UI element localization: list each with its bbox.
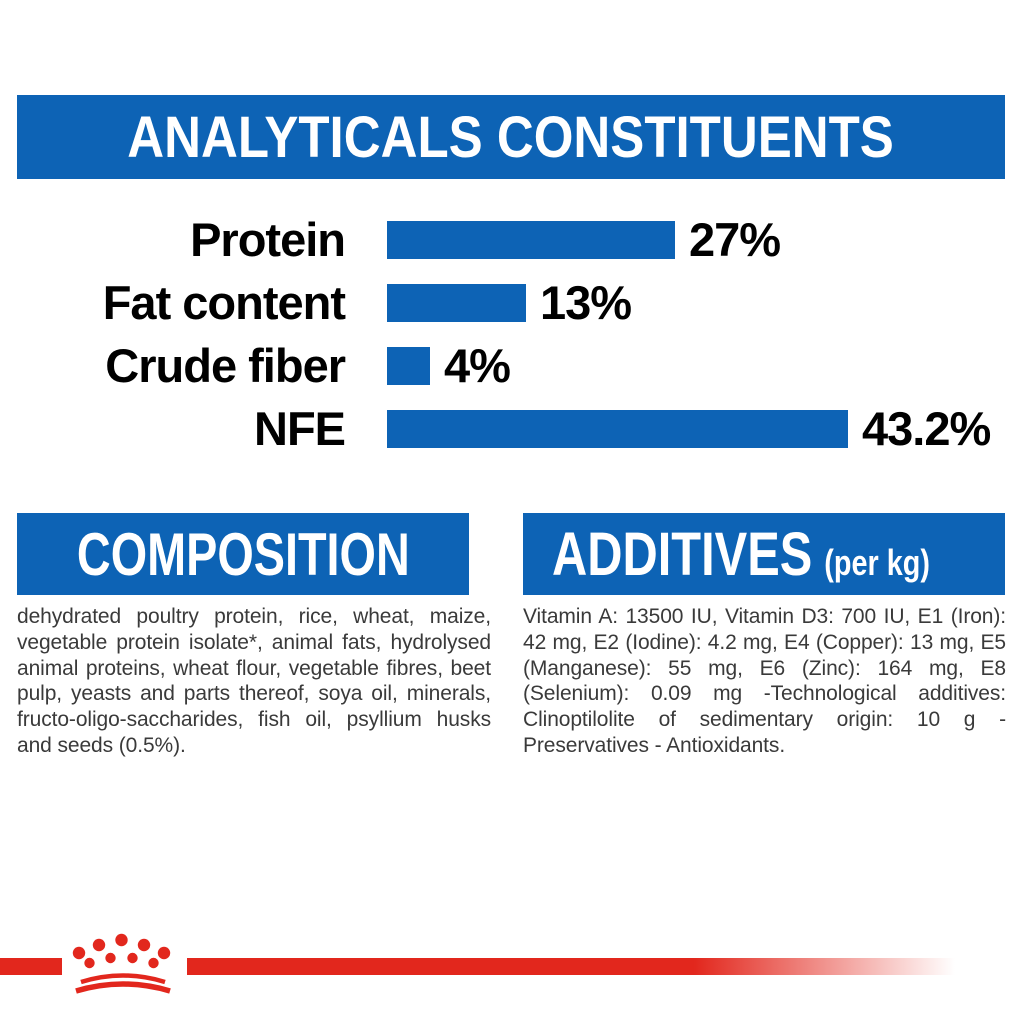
chart-value-label: 4%: [444, 339, 511, 392]
chart-bar: [387, 283, 526, 322]
chart-bar: [387, 220, 675, 259]
chart-row: Fat content 13%: [0, 271, 1024, 334]
chart-value-label: 13%: [540, 276, 632, 329]
chart-category-label: Crude fiber: [105, 339, 346, 392]
composition-banner-title: COMPOSITION: [76, 520, 410, 588]
additives-banner: ADDITIVES (per kg): [523, 513, 1005, 595]
composition-text: dehydrated poultry protein, rice, wheat,…: [17, 605, 491, 757]
additives-text: Vitamin A: 13500 IU, Vitamin D3: 700 IU,…: [523, 605, 1006, 757]
royal-canin-crown-logo: [72, 933, 171, 994]
chart-category-label: Fat content: [102, 276, 346, 329]
footer-rule-left: [0, 958, 62, 975]
chart-bar: [387, 346, 430, 385]
footer-rule-right: [187, 958, 955, 975]
chart-row: NFE 43.2%: [0, 397, 1024, 460]
chart-value-label: 27%: [689, 213, 781, 266]
crown-lower-arc: [75, 981, 171, 994]
chart-value-label: 43.2%: [862, 402, 991, 455]
crown-upper-arc: [80, 973, 166, 985]
analyticals-banner: ANALYTICALS CONSTITUENTS: [17, 95, 1005, 179]
composition-banner: COMPOSITION: [17, 513, 469, 595]
additives-banner-title: ADDITIVES: [552, 520, 813, 588]
analytics-chart: Protein 27% Fat content 13% Crude fiber 4% NFE…: [0, 208, 1024, 460]
chart-row: Crude fiber 4%: [0, 334, 1024, 397]
chart-category-label: Protein: [190, 213, 346, 266]
analyticals-banner-title: ANALYTICALS CONSTITUENTS: [127, 104, 895, 170]
chart-row: Protein 27%: [0, 208, 1024, 271]
additives-banner-title-group: ADDITIVES (per kg): [552, 519, 930, 589]
additives-banner-subtitle: (per kg): [824, 542, 930, 583]
chart-category-label: NFE: [254, 402, 346, 455]
chart-bar: [387, 409, 848, 448]
